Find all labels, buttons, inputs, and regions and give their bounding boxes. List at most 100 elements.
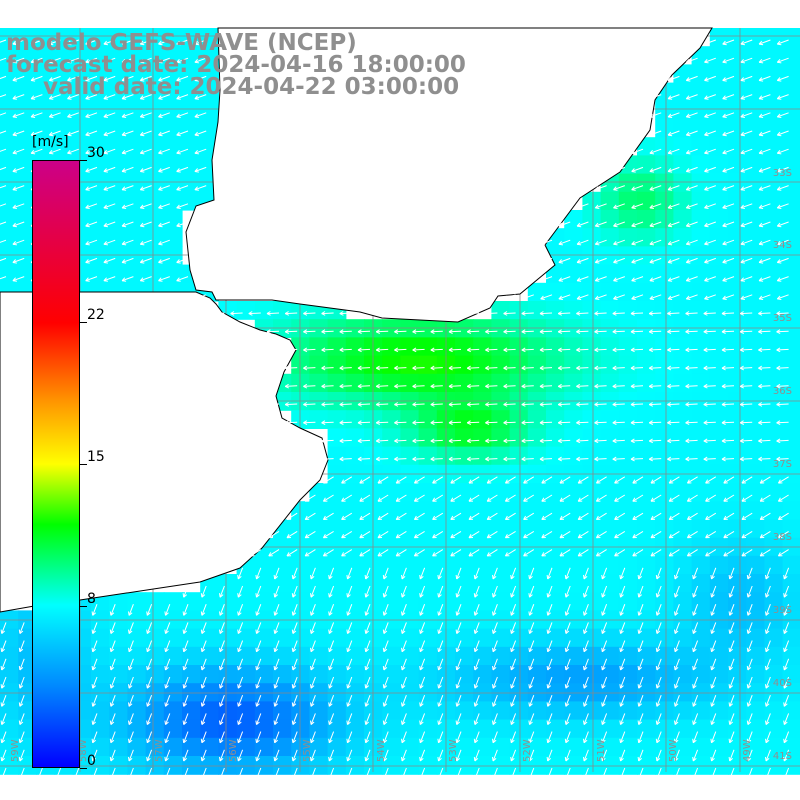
wind-speed-cell: [109, 173, 128, 193]
wind-arrow: [268, 530, 280, 539]
wind-arrow: [776, 203, 789, 209]
wind-speed-cell: [382, 519, 401, 539]
wind-arrow: [783, 713, 790, 725]
wind-arrow: [595, 494, 607, 502]
wind-arrow: [521, 347, 534, 353]
wind-speed-cell: [728, 483, 747, 502]
wind-speed-cell: [527, 483, 547, 502]
wind-speed-cell: [673, 555, 693, 575]
wind-arrow: [655, 695, 662, 707]
wind-arrow: [632, 530, 644, 539]
wind-speed-cell: [691, 446, 711, 466]
wind-speed-cell: [709, 373, 729, 393]
wind-arrow: [200, 658, 207, 671]
wind-arrow: [648, 365, 662, 371]
wind-arrow: [722, 130, 735, 137]
wind-arrow: [286, 512, 298, 520]
wind-arrow: [12, 257, 25, 264]
wind-arrow: [746, 676, 753, 689]
wind-arrow: [492, 640, 498, 653]
wind-speed-cell: [0, 173, 19, 193]
wind-arrow: [728, 695, 735, 707]
wind-arrow: [667, 257, 680, 264]
wind-arrow: [758, 383, 771, 389]
wind-arrow: [557, 329, 571, 334]
wind-arrow: [146, 658, 153, 671]
wind-arrow: [103, 166, 116, 173]
wind-arrow: [176, 130, 189, 137]
wind-arrow: [619, 658, 626, 671]
wind-arrow: [521, 456, 534, 462]
wind-arrow: [401, 604, 407, 616]
wind-arrow: [121, 185, 134, 191]
wind-arrow: [649, 94, 662, 100]
wind-speed-cell: [618, 282, 638, 302]
wind-speed-cell: [163, 137, 183, 156]
wind-speed-cell: [127, 210, 147, 229]
wind-arrow: [432, 476, 444, 484]
wind-arrow: [540, 239, 553, 246]
wind-arrow: [412, 329, 425, 334]
wind-arrow: [412, 347, 425, 353]
wind-arrow: [601, 695, 608, 707]
wind-speed-cell: [655, 428, 674, 448]
wind-arrow: [637, 567, 644, 580]
wind-arrow: [455, 658, 462, 671]
wind-speed-cell: [709, 228, 729, 247]
wind-arrow: [685, 203, 698, 209]
wind-speed-cell: [327, 483, 347, 502]
wind-arrow: [619, 604, 626, 616]
wind-arrow: [194, 148, 207, 155]
wind-arrow: [466, 347, 480, 353]
wind-arrow: [0, 658, 7, 671]
wind-arrow: [12, 39, 25, 46]
wind-speed-cell: [345, 410, 365, 429]
wind-speed-cell: [782, 446, 800, 466]
wind-speed-cell: [127, 246, 147, 266]
wind-arrow: [704, 94, 716, 100]
wind-arrow: [601, 640, 608, 653]
wind-speed-cell: [600, 319, 620, 338]
wind-arrow: [601, 731, 608, 744]
wind-speed-cell: [200, 46, 219, 65]
wind-speed-cell: [746, 282, 765, 302]
wind-arrow: [485, 365, 498, 371]
wind-arrow: [685, 276, 698, 282]
wind-arrow: [158, 57, 170, 64]
colorbar-tick: [80, 605, 87, 607]
wind-arrow: [310, 604, 316, 616]
wind-arrow: [357, 329, 371, 334]
wind-arrow: [637, 731, 644, 744]
wind-speed-cell: [582, 519, 602, 539]
wind-speed-cell: [491, 301, 511, 320]
wind-speed-cell: [546, 555, 565, 575]
wind-arrow: [73, 767, 80, 780]
wind-arrow: [0, 276, 7, 280]
wind-arrow: [758, 438, 771, 444]
wind-arrow: [722, 75, 735, 82]
wind-speed-cell: [382, 446, 401, 466]
wind-arrow: [455, 676, 462, 689]
wind-arrow: [67, 39, 79, 46]
wind-arrow: [485, 347, 498, 353]
wind-arrow: [359, 512, 371, 520]
wind-arrow: [304, 530, 316, 539]
wind-arrow: [546, 658, 553, 671]
wind-arrow: [12, 57, 25, 64]
wind-arrow: [740, 257, 753, 264]
longitude-label: 50W: [668, 739, 679, 762]
wind-speed-cell: [236, 301, 256, 320]
wind-arrow: [176, 94, 189, 100]
wind-arrow: [739, 311, 753, 316]
wind-arrow: [539, 347, 553, 353]
wind-speed-cell: [782, 246, 800, 266]
wind-arrow: [200, 604, 207, 616]
wind-speed-cell: [127, 191, 147, 211]
wind-arrow: [637, 622, 644, 634]
wind-arrow: [200, 731, 207, 744]
wind-arrow: [583, 622, 589, 634]
colorbar-tick-label: 0: [87, 753, 96, 769]
wind-speed-cell: [637, 519, 656, 539]
wind-arrow: [364, 749, 371, 762]
wind-arrow: [448, 420, 462, 425]
